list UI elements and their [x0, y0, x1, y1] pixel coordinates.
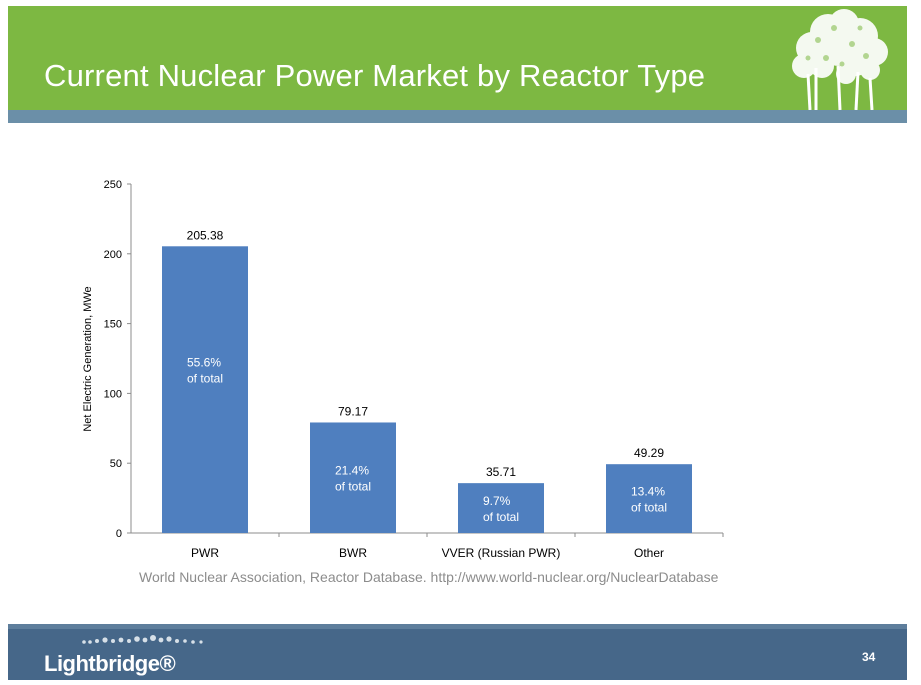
- bar-share-label: 55.6%: [187, 356, 221, 370]
- y-tick-label: 0: [116, 528, 122, 540]
- y-tick-label: 50: [110, 458, 122, 470]
- source-citation: World Nuclear Association, Reactor Datab…: [139, 569, 719, 585]
- x-tick-label: PWR: [191, 546, 219, 560]
- bar-value-label: 35.71: [486, 465, 516, 479]
- bar: [310, 422, 396, 533]
- x-tick-label: VVER (Russian PWR): [442, 546, 561, 560]
- bar-share-sublabel: of total: [631, 501, 667, 515]
- bar-share-label: 9.7%: [483, 494, 511, 508]
- footer-band: [8, 624, 907, 629]
- y-tick-label: 100: [104, 388, 122, 400]
- y-tick-label: 250: [104, 179, 122, 191]
- title-bar: [8, 6, 907, 110]
- bar: [606, 464, 692, 533]
- bar-share-sublabel: of total: [335, 480, 371, 494]
- bar-share-label: 21.4%: [335, 464, 369, 478]
- y-axis-label: Net Electric Generation, MWe: [82, 286, 94, 431]
- y-tick-label: 150: [104, 319, 122, 331]
- trees-icon: [792, 9, 888, 110]
- bar: [458, 483, 544, 533]
- bar-share-sublabel: of total: [187, 372, 223, 386]
- bar: [162, 246, 248, 533]
- footer-bar: [8, 624, 907, 680]
- x-tick-label: Other: [634, 546, 664, 560]
- x-tick-label: BWR: [339, 546, 367, 560]
- bar-value-label: 49.29: [634, 446, 664, 460]
- chart-bars: [162, 246, 692, 533]
- slide-title: Current Nuclear Power Market by Reactor …: [44, 58, 706, 93]
- page-number: 34: [862, 650, 876, 664]
- title-bar-stripe: [8, 110, 907, 123]
- chart-labels: 205.38 PWR 55.6% of total 79.17 BWR 21.4% of to…: [187, 228, 667, 560]
- lightbridge-logo: Lightbridge®: [44, 651, 176, 676]
- bar-share-label: 13.4%: [631, 485, 665, 499]
- y-tick-label: 200: [104, 249, 122, 261]
- brand-dots-icon: [82, 635, 203, 644]
- bar-share-sublabel: of total: [483, 510, 519, 524]
- bar-value-label: 79.17: [338, 404, 368, 418]
- bar-value-label: 205.38: [187, 228, 224, 242]
